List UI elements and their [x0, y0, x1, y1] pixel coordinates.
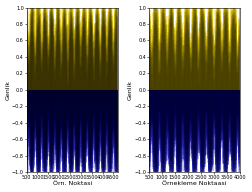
X-axis label: Örn. Noktasi: Örn. Noktasi — [52, 181, 92, 186]
X-axis label: Örnekleme Noktaasi: Örnekleme Noktaasi — [163, 181, 227, 186]
Y-axis label: Genlik: Genlik — [6, 80, 11, 100]
Y-axis label: Genlik: Genlik — [128, 80, 133, 100]
